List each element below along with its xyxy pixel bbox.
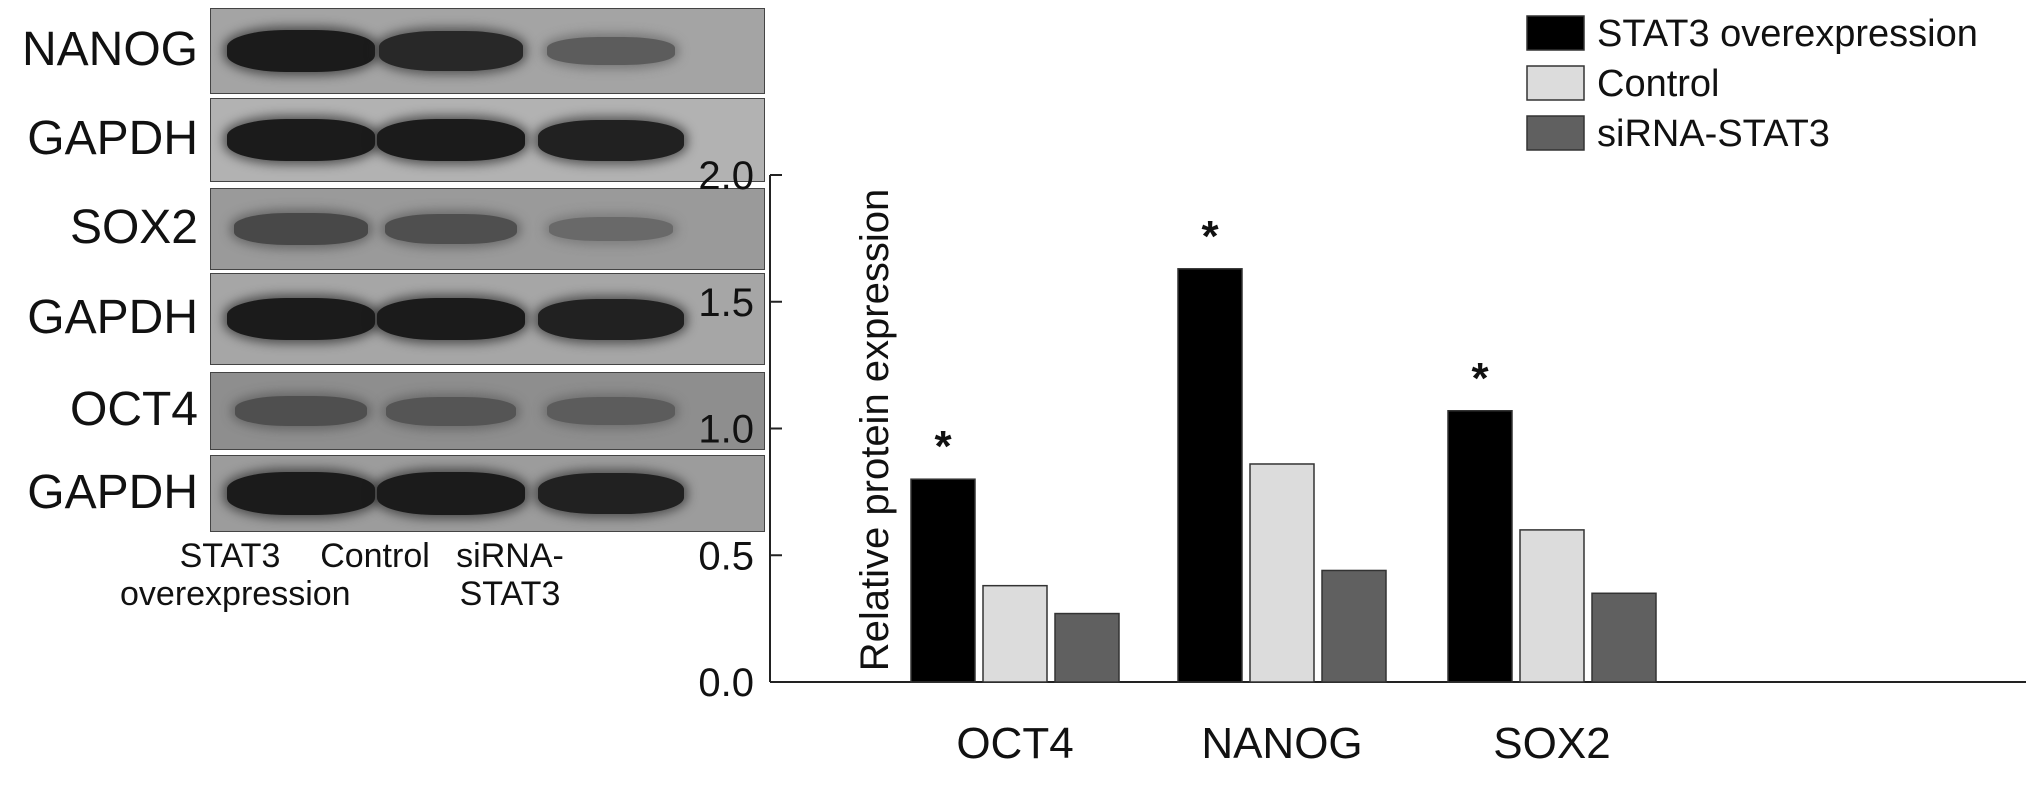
bar-oct4-0 (910, 478, 976, 683)
lane-label-line2: STAT3 (459, 575, 561, 613)
y-tick-label: 1.5 (698, 281, 754, 325)
blot-panel-0 (210, 8, 765, 94)
blot-panel-2 (210, 188, 765, 270)
legend-entry-1: Control (1597, 63, 1720, 105)
x-tick-label: NANOG (1201, 719, 1362, 768)
blot-label-nanog-0: NANOG (21, 23, 198, 76)
significance-marker: * (1471, 354, 1489, 403)
x-tick-label: OCT4 (956, 719, 1073, 768)
blot-band (377, 472, 525, 515)
blot-panel-4 (210, 372, 765, 450)
blot-label-gapdh-1: GAPDH (27, 112, 198, 165)
blot-band (549, 216, 673, 242)
lane-label-line1: Control (320, 537, 430, 575)
blot-label-gapdh-5: GAPDH (27, 465, 198, 519)
blot-band (538, 119, 684, 161)
blot-band (227, 472, 375, 515)
legend-swatch (1526, 65, 1585, 101)
y-tick-label: 2.0 (698, 154, 754, 198)
blot-panel-5 (210, 455, 765, 532)
significance-marker: * (1201, 212, 1219, 261)
significance-marker: * (934, 422, 952, 471)
blot-band (235, 395, 367, 427)
legend-entry-0: STAT3 overexpression (1597, 13, 1978, 55)
blot-band (377, 297, 525, 341)
lane-label-1: Control (265, 537, 485, 575)
blot-label-gapdh-3: GAPDH (27, 291, 198, 344)
blot-panel-3 (210, 273, 765, 365)
y-tick-label: 0.0 (698, 661, 754, 705)
bar-nanog-2 (1321, 569, 1387, 683)
blot-band (234, 213, 368, 245)
bar-sox2-1 (1519, 529, 1585, 683)
bar-nanog-0 (1177, 268, 1243, 683)
blot-band (547, 397, 675, 425)
bar-sox2-0 (1447, 410, 1513, 683)
x-tick-label: SOX2 (1493, 719, 1610, 768)
blot-band (538, 473, 684, 514)
blot-band (385, 213, 517, 245)
blot-label-sox2-2: SOX2 (69, 201, 198, 254)
legend-entry-2: siRNA-STAT3 (1597, 113, 1830, 155)
blot-band (386, 396, 516, 426)
blot-band (377, 118, 525, 162)
lane-label-0: STAT3 overexpression (120, 537, 351, 613)
blot-band (379, 31, 523, 71)
lane-label-line1: siRNA- (456, 537, 564, 575)
blot-label-oct4-4: OCT4 (69, 383, 198, 436)
blot-band (538, 298, 684, 340)
blot-band (227, 29, 375, 73)
blot-band (227, 118, 375, 162)
blot-panel-1 (210, 98, 765, 182)
bar-sox2-2 (1591, 592, 1657, 683)
bar-nanog-1 (1249, 463, 1315, 683)
legend-swatch (1526, 115, 1585, 151)
lane-label-line1: STAT3 (179, 537, 281, 575)
y-tick-label: 1.0 (698, 408, 754, 452)
y-tick-label: 0.5 (698, 534, 754, 578)
bar-oct4-2 (1054, 612, 1120, 683)
blot-band (547, 37, 675, 65)
bar-oct4-1 (982, 584, 1048, 683)
blot-band (227, 297, 375, 341)
y-axis-label: Relative protein expression (853, 189, 897, 671)
lane-label-2: siRNA- STAT3 (400, 537, 620, 613)
legend-swatch (1526, 15, 1585, 51)
lane-label-line2: overexpression (120, 575, 351, 613)
